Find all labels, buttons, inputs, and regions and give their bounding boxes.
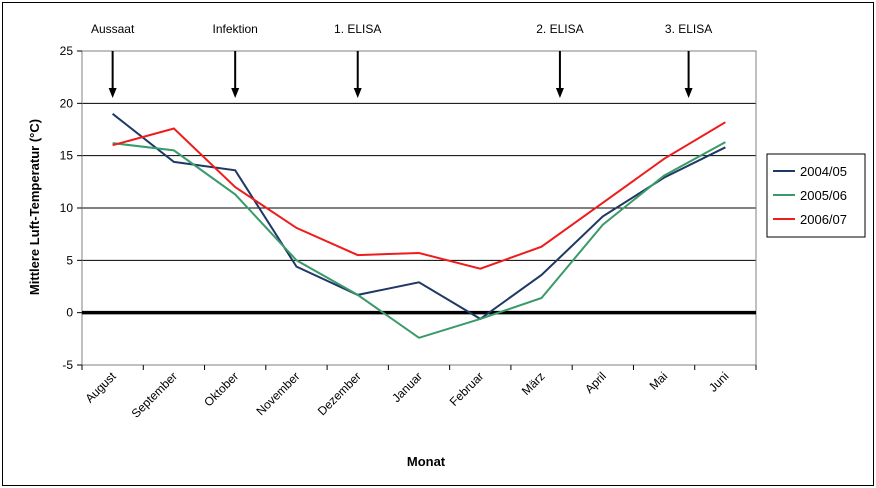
annotation-label: Infektion [212, 22, 257, 36]
y-tick-label: 10 [60, 201, 74, 215]
annotation-arrow-head [353, 88, 362, 98]
series-lines [111, 113, 726, 339]
annotation-label: 3. ELISA [665, 22, 712, 36]
y-tick-label: 15 [60, 149, 74, 163]
legend-entry: 2005/06 [800, 188, 847, 203]
series-line-2006-07 [112, 121, 726, 270]
y-tick-label: 25 [60, 44, 74, 58]
x-axis-title: Monat [407, 454, 446, 469]
y-tick-label: -5 [62, 358, 73, 372]
annotation-arrow-head [231, 88, 240, 98]
legend-entry: 2006/07 [800, 212, 847, 227]
annotation-label: 2. ELISA [536, 22, 583, 36]
series-line-2005-06 [112, 141, 726, 339]
y-axis-ticks: -5 0 5 10 15 20 25 [60, 44, 82, 372]
gridlines [81, 50, 757, 366]
annotation-arrow-head [108, 88, 117, 98]
y-tick-label: 20 [60, 96, 74, 110]
annotation-arrow-head [555, 88, 564, 98]
legend: 2004/05 2005/06 2006/07 [766, 153, 866, 238]
y-axis-title: Mittlere Luft-Temperatur (°C) [27, 119, 42, 295]
y-tick-label: 5 [66, 253, 73, 267]
y-tick-label: 0 [66, 306, 73, 320]
annotation-label: Aussaat [91, 22, 135, 36]
annotation-arrow-head [684, 88, 693, 98]
annotations: Aussaat Infektion 1. ELISA 2. ELISA 3. ELISA [91, 22, 712, 98]
legend-entry: 2004/05 [800, 164, 847, 179]
annotation-label: 1. ELISA [334, 22, 381, 36]
